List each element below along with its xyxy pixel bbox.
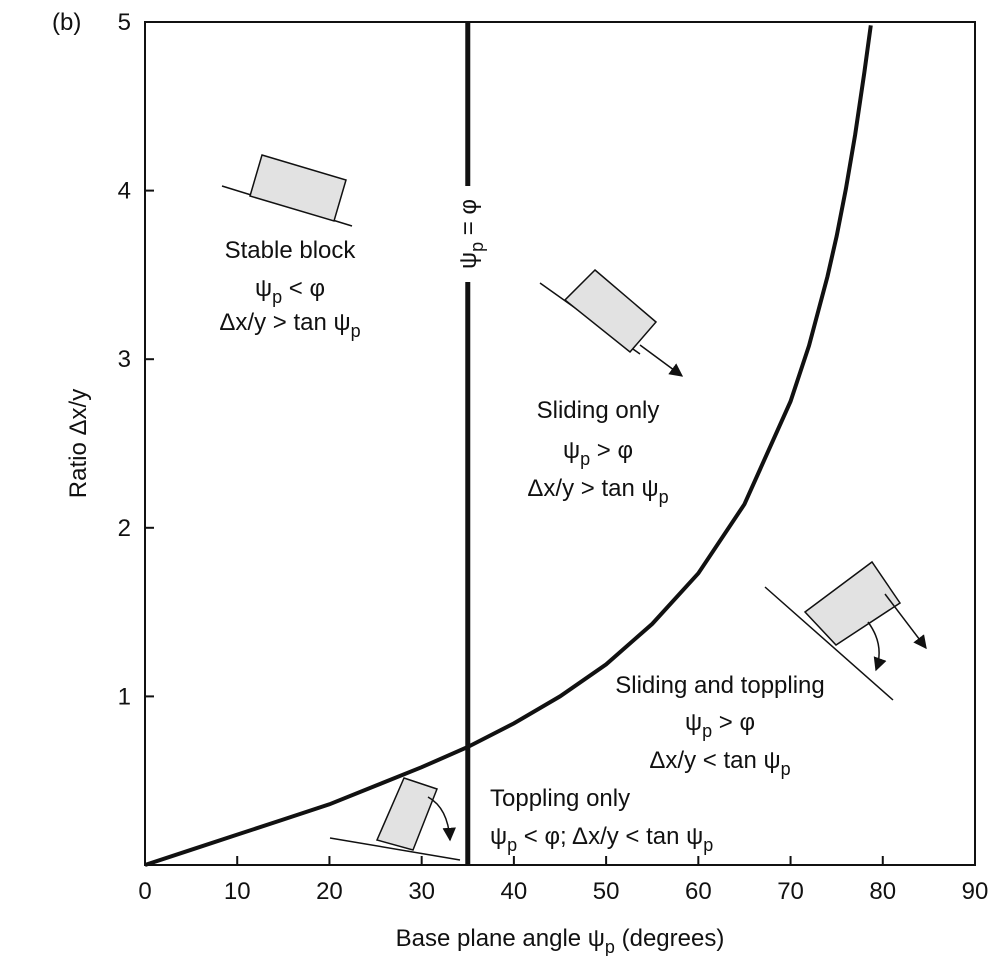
x-tick-label: 0 bbox=[138, 878, 151, 905]
text-part: = φ bbox=[455, 199, 482, 242]
text-part: ψ bbox=[255, 275, 272, 302]
annotation-line: Stable block bbox=[225, 237, 357, 264]
subscript: p bbox=[272, 287, 282, 307]
text-part: Sliding and toppling bbox=[615, 672, 825, 699]
subscript: p bbox=[580, 449, 590, 469]
annotation-line: Δx/y > tan ψp​ bbox=[527, 475, 668, 507]
y-axis-label: Ratio Δx/y bbox=[65, 389, 92, 498]
text-part: Sliding only bbox=[537, 397, 660, 424]
annotation-line: Sliding and toppling bbox=[615, 672, 825, 699]
y-tick-label: 2 bbox=[118, 515, 131, 542]
limit-curve bbox=[144, 25, 873, 867]
x-tick-label: 90 bbox=[962, 878, 989, 905]
text-part: < φ bbox=[282, 275, 325, 302]
plot-frame bbox=[144, 21, 976, 866]
annotation-line: ψp​ > φ bbox=[685, 709, 755, 741]
y-tick-label: 3 bbox=[118, 346, 131, 373]
text-part: Base plane angle ψ bbox=[396, 925, 605, 952]
y-tick-label: 4 bbox=[118, 178, 131, 205]
x-axis-label: Base plane angle ψp​ (degrees) bbox=[396, 925, 725, 956]
text-part: Δx/y > tan ψ bbox=[219, 309, 350, 336]
text-part: > φ bbox=[590, 437, 633, 464]
x-tick-label: 30 bbox=[408, 878, 435, 905]
y-tick-label: 5 bbox=[118, 9, 131, 36]
annotation-line: Toppling only bbox=[490, 785, 630, 812]
subscript: p bbox=[781, 759, 791, 779]
subscript: p bbox=[659, 487, 669, 507]
y-tick-label: 1 bbox=[118, 683, 131, 710]
x-tick-label: 70 bbox=[777, 878, 804, 905]
x-tick-label: 10 bbox=[224, 878, 251, 905]
subscript: p bbox=[507, 835, 517, 855]
text-part: ψ bbox=[563, 437, 580, 464]
x-tick-label: 60 bbox=[685, 878, 712, 905]
phi-label: ψp​ = φ bbox=[455, 199, 487, 269]
text-part: > φ bbox=[712, 709, 755, 736]
subscript: p bbox=[351, 321, 361, 341]
subscript: p bbox=[467, 242, 487, 252]
annotation-line: ψp​ < φ bbox=[255, 275, 325, 307]
phi-label-bg bbox=[451, 186, 484, 282]
annotation-line: Δx/y < tan ψp​ bbox=[649, 747, 790, 779]
annotation-line: ψp​ < φ; Δx/y < tan ψp​ bbox=[490, 823, 713, 855]
panel-label: (b) bbox=[52, 9, 81, 36]
text-part: Δx/y > tan ψ bbox=[527, 475, 658, 502]
annotation-line: ψp​ > φ bbox=[563, 437, 633, 469]
text-part: ψ bbox=[490, 823, 507, 850]
subscript: p bbox=[703, 835, 713, 855]
x-tick-label: 20 bbox=[316, 878, 343, 905]
text-part: Δx/y < tan ψ bbox=[649, 747, 780, 774]
annotation-line: Sliding only bbox=[537, 397, 660, 424]
x-tick-label: 50 bbox=[593, 878, 620, 905]
subscript: p bbox=[605, 937, 615, 956]
subscript: p bbox=[702, 721, 712, 741]
text-part: Toppling only bbox=[490, 785, 630, 812]
text-part: (degrees) bbox=[615, 925, 724, 952]
text-part: Stable block bbox=[225, 237, 357, 264]
text-part: ψ bbox=[455, 252, 482, 269]
block-icons bbox=[221, 154, 927, 861]
text-part: < φ; Δx/y < tan ψ bbox=[517, 823, 703, 850]
x-tick-label: 40 bbox=[501, 878, 528, 905]
text-part: ψ bbox=[685, 709, 702, 736]
x-tick-label: 80 bbox=[869, 878, 896, 905]
annotation-line: Δx/y > tan ψp​ bbox=[219, 309, 360, 341]
